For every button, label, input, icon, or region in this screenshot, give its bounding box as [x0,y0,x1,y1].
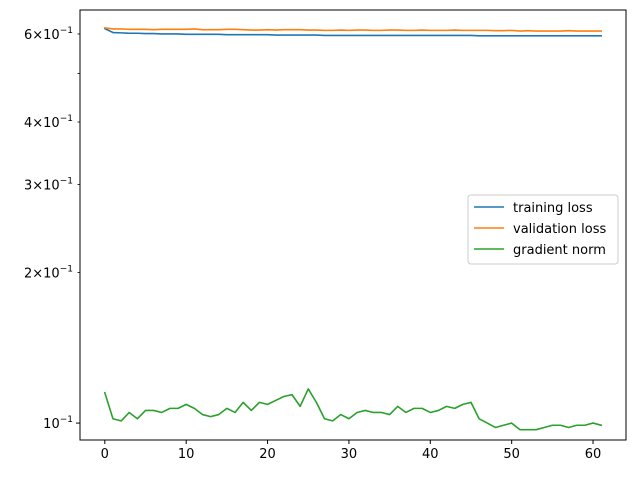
x-tick-label: 50 [503,447,520,462]
legend-label-2: validation loss [513,222,606,237]
x-tick-label: 30 [341,447,358,462]
legend: training loss validation loss gradient nor… [467,194,619,265]
x-tick-label: 40 [422,447,439,462]
x-tick-label: 60 [585,447,602,462]
x-tick-label: 10 [178,447,195,462]
series-line-1 [103,27,602,37]
x-tick-label: 20 [259,447,276,462]
legend-label-3: gradient norm [513,243,606,258]
series-line-2 [103,27,602,32]
series-line-3 [103,388,603,431]
axes-frame [79,9,627,441]
legend-box [467,194,619,265]
x-tick-label: 0 [101,447,109,462]
legend-label-1: training loss [513,201,593,216]
series-lines [103,27,603,431]
